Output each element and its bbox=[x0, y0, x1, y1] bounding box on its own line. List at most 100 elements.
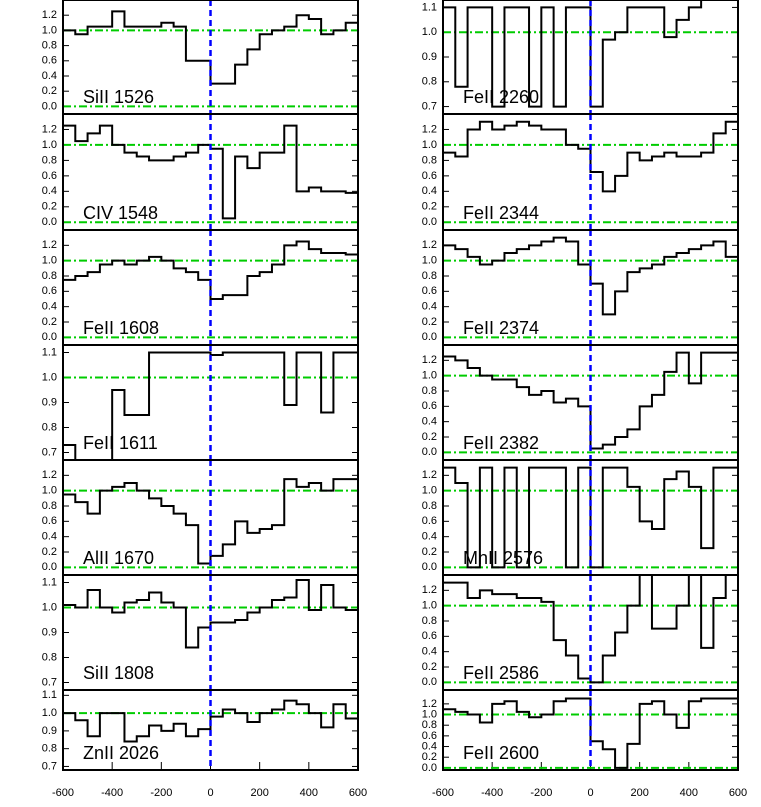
y-tick-label: 0.0 bbox=[422, 561, 437, 573]
y-tick-label: 0.9 bbox=[42, 725, 57, 737]
x-tick-label: -200 bbox=[530, 787, 552, 799]
panel: 0.0 0.2 0.4 0.6 0.8 1.0 1.2 FeII 1608 bbox=[42, 229, 359, 346]
y-tick-label: 0.2 bbox=[422, 201, 437, 213]
panel: 0.7 0.8 0.9 1.0 1.1 -600 -400 -200 0 200 400 600 ZnI… bbox=[42, 689, 367, 799]
y-tick-label: 1.0 bbox=[422, 139, 437, 151]
y-tick-label: 1.0 bbox=[42, 707, 57, 719]
y-tick-label: 1.0 bbox=[422, 485, 437, 497]
y-tick-label: 0.6 bbox=[422, 170, 437, 182]
x-tick-label: 600 bbox=[349, 787, 367, 799]
panel-label: SiII 1808 bbox=[83, 663, 154, 683]
panel-frame bbox=[442, 689, 739, 771]
spectrum bbox=[443, 697, 738, 769]
y-tick-label: 0.6 bbox=[42, 515, 57, 527]
y-tick-label: 1.2 bbox=[42, 123, 57, 135]
y-tick-label: 0.8 bbox=[42, 154, 57, 166]
spectrum bbox=[63, 10, 358, 85]
y-tick-label: 0.0 bbox=[42, 331, 57, 343]
spectrum bbox=[443, 575, 738, 684]
y-tick-label: 1.0 bbox=[422, 255, 437, 267]
y-tick-label: 0.4 bbox=[422, 740, 437, 752]
y-tick-label: 0.6 bbox=[42, 170, 57, 182]
y-tick-label: 0.0 bbox=[422, 676, 437, 688]
spectrum bbox=[443, 120, 738, 193]
y-tick-label: 0.8 bbox=[42, 40, 57, 52]
y-tick-label: 0.0 bbox=[42, 216, 57, 228]
spectrum bbox=[63, 240, 358, 300]
panel: 0.0 0.2 0.4 0.6 0.8 1.0 1.2 FeII 2382 bbox=[422, 344, 739, 461]
y-tick-label: 0.4 bbox=[422, 646, 437, 658]
panel: 0.0 0.2 0.4 0.6 0.8 1.0 1.2 MnII 2576 bbox=[422, 459, 739, 576]
y-tick-label: 0.4 bbox=[422, 416, 437, 428]
panel-label: FeII 2586 bbox=[463, 663, 539, 683]
y-tick-label: 0.0 bbox=[422, 331, 437, 343]
panel: 0.0 0.2 0.4 0.6 0.8 1.0 1.2 FeII 2374 bbox=[422, 229, 739, 346]
panel-label: ZnII 2026 bbox=[83, 743, 159, 763]
x-tick-label: -200 bbox=[150, 787, 172, 799]
x-tick-label: 200 bbox=[630, 787, 648, 799]
y-tick-label: 0.8 bbox=[422, 385, 437, 397]
y-tick-label: 1.2 bbox=[422, 469, 437, 481]
y-tick-label: 0.8 bbox=[422, 500, 437, 512]
y-tick-label: 0.4 bbox=[42, 301, 57, 313]
panel-label: FeII 2374 bbox=[463, 318, 539, 338]
spectrum bbox=[63, 699, 358, 743]
y-tick-label: 1.0 bbox=[422, 26, 437, 38]
spectrum bbox=[443, 466, 738, 569]
x-tick-label: 400 bbox=[300, 787, 318, 799]
y-tick-label: 0.0 bbox=[422, 446, 437, 458]
panel: 0.0 0.2 0.4 0.6 0.8 1.0 1.2 AlII 1670 bbox=[42, 459, 359, 576]
panel: 0.00.20.40.60.81.01.2 -600 -400 -200 0 200 400… bbox=[422, 689, 747, 799]
x-tick-label: 0 bbox=[207, 787, 213, 799]
y-tick-label: 1.0 bbox=[42, 139, 57, 151]
y-tick-label: 0.8 bbox=[422, 76, 437, 88]
panel-label: AlII 1670 bbox=[83, 548, 154, 568]
y-tick-label: 1.2 bbox=[422, 239, 437, 251]
panel-frame bbox=[62, 689, 359, 771]
y-tick-label: 1.1 bbox=[42, 576, 57, 588]
panel-label: SiII 1526 bbox=[83, 87, 154, 107]
y-tick-label: 0.0 bbox=[422, 216, 437, 228]
y-tick-label: 1.2 bbox=[42, 9, 57, 21]
panel: 0.7 0.8 0.9 1.0 1.1 SiII 1808 bbox=[42, 574, 359, 691]
y-tick-label: 0.6 bbox=[42, 285, 57, 297]
y-tick-label: 0.9 bbox=[422, 51, 437, 63]
y-tick-label: 0.7 bbox=[422, 100, 437, 112]
y-tick-label: 0.4 bbox=[42, 70, 57, 82]
panel-label: FeII 2600 bbox=[463, 743, 539, 763]
y-tick-label: 0.8 bbox=[422, 270, 437, 282]
y-tick-label: 1.0 bbox=[42, 371, 57, 383]
x-tick-label: -400 bbox=[101, 787, 123, 799]
y-tick-label: 1.2 bbox=[422, 354, 437, 366]
spectrum bbox=[443, 0, 738, 108]
x-tick-label: 600 bbox=[729, 787, 747, 799]
y-tick-label: 0.4 bbox=[42, 185, 57, 197]
y-tick-label: 1.1 bbox=[42, 346, 57, 358]
y-tick-label: 0.6 bbox=[42, 55, 57, 67]
y-tick-label: 0.4 bbox=[42, 531, 57, 543]
y-tick-label: 0.2 bbox=[422, 546, 437, 558]
y-tick-label: 0.8 bbox=[42, 743, 57, 755]
y-tick-label: 1.0 bbox=[42, 24, 57, 36]
y-tick-label: 0.2 bbox=[422, 751, 437, 763]
y-tick-label: 0.4 bbox=[422, 531, 437, 543]
panel: 0.7 0.8 0.9 1.0 1.1 FeII 1611 bbox=[42, 344, 359, 461]
y-tick-label: 1.2 bbox=[42, 239, 57, 251]
y-tick-label: 0.7 bbox=[42, 446, 57, 458]
y-tick-label: 0.2 bbox=[422, 661, 437, 673]
x-tick-label: 0 bbox=[587, 787, 593, 799]
y-tick-label: 0.8 bbox=[42, 270, 57, 282]
y-tick-label: 0.6 bbox=[422, 730, 437, 742]
x-tick-label: 400 bbox=[680, 787, 698, 799]
y-tick-label: 0.0 bbox=[42, 561, 57, 573]
y-tick-label: 0.2 bbox=[42, 201, 57, 213]
panel-label: FeII 2260 bbox=[463, 87, 539, 107]
y-tick-label: 1.0 bbox=[422, 370, 437, 382]
y-tick-label: 0.4 bbox=[422, 185, 437, 197]
y-tick-label: 0.8 bbox=[422, 615, 437, 627]
y-tick-label: 0.2 bbox=[42, 546, 57, 558]
y-tick-label: 0.6 bbox=[422, 400, 437, 412]
y-tick-label: 0.6 bbox=[422, 515, 437, 527]
panel: 0.0 0.2 0.4 0.6 0.8 1.0 1.2 CIV 1548 bbox=[42, 113, 359, 231]
